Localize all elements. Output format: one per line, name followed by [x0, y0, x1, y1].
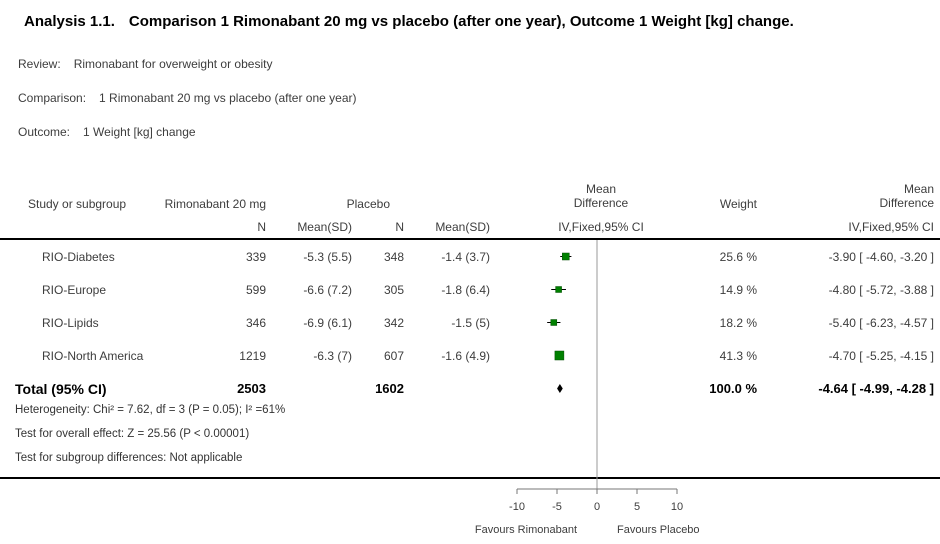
- text-md-header-line2: Difference: [879, 196, 934, 210]
- md-text-cell: -4.70 [ -5.25, -4.15 ]: [828, 348, 934, 363]
- overall-effect-note: Test for overall effect: Z = 25.56 (P < …: [15, 428, 250, 440]
- axis-tick-label: 10: [671, 501, 683, 513]
- md-text-cell: -5.40 [ -6.23, -4.57 ]: [828, 315, 934, 330]
- placebo-meansd-cell: -1.4 (3.7): [441, 249, 490, 264]
- treatment-meansd-header: Mean(SD): [297, 220, 352, 234]
- bottom-rule: [0, 477, 940, 479]
- placebo-n-header: N: [395, 220, 404, 234]
- axis-tick-label: 5: [634, 501, 640, 513]
- weight-column-header: Weight: [719, 197, 757, 211]
- total-placebo-n: 1602: [375, 381, 404, 396]
- outcome-label: Outcome:: [18, 125, 71, 139]
- table-row: RIO-Diabetes 339 -5.3 (5.5) 348 -1.4 (3.7) 25…: [0, 240, 940, 273]
- total-row: Total (95% CI) 2503 1602 100.0 % -4.64 […: [0, 372, 940, 405]
- placebo-meansd-cell: -1.5 (5): [451, 315, 490, 330]
- total-treatment-n: 2503: [237, 381, 266, 396]
- outcome-line: Outcome: 1 Weight [kg] change: [18, 125, 196, 139]
- plot-md-header-line2: Difference: [573, 196, 629, 210]
- axis-tick-label: -10: [509, 501, 525, 513]
- plot-ci-method-header: IV,Fixed,95% CI: [558, 220, 644, 234]
- plot-md-header-line1: Mean: [585, 182, 617, 196]
- total-md-text: -4.64 [ -4.99, -4.28 ]: [818, 381, 934, 396]
- comparison-value: 1 Rimonabant 20 mg vs placebo (after one…: [99, 91, 357, 105]
- text-ci-method-header: IV,Fixed,95% CI: [848, 220, 934, 234]
- treatment-meansd-cell: -6.3 (7): [313, 348, 352, 363]
- placebo-n-cell: 342: [383, 315, 404, 330]
- total-label: Total (95% CI): [15, 380, 107, 397]
- table-row: RIO-Europe 599 -6.6 (7.2) 305 -1.8 (6.4) 14.9…: [0, 273, 940, 306]
- md-text-cell: -4.80 [ -5.72, -3.88 ]: [828, 282, 934, 297]
- study-column-header: Study or subgroup: [28, 197, 127, 211]
- axis-tick-label: 0: [594, 501, 600, 513]
- heterogeneity-note: Heterogeneity: Chi² = 7.62, df = 3 (P = …: [15, 404, 286, 416]
- treatment-n-header: N: [257, 220, 266, 234]
- review-label: Review:: [18, 57, 61, 71]
- md-text-cell: -3.90 [ -4.60, -3.20 ]: [828, 249, 934, 264]
- study-name-cell: RIO-North America: [42, 348, 144, 363]
- study-name-cell: RIO-Lipids: [42, 315, 99, 330]
- treatment-meansd-cell: -5.3 (5.5): [303, 249, 352, 264]
- table-row: RIO-North America 1219 -6.3 (7) 607 -1.6 (4.…: [0, 339, 940, 372]
- placebo-n-cell: 348: [383, 249, 404, 264]
- total-weight: 100.0 %: [709, 381, 757, 396]
- outcome-value: 1 Weight [kg] change: [83, 125, 196, 139]
- treatment-meansd-cell: -6.9 (6.1): [303, 315, 352, 330]
- table-row: RIO-Lipids 346 -6.9 (6.1) 342 -1.5 (5) 18.2 %…: [0, 306, 940, 339]
- favours-left-label: Favours Rimonabant: [475, 524, 577, 536]
- weight-cell: 14.9 %: [719, 282, 757, 297]
- study-name-cell: RIO-Diabetes: [42, 249, 115, 264]
- placebo-meansd-header: Mean(SD): [435, 220, 490, 234]
- treatment-n-cell: 599: [245, 282, 266, 297]
- placebo-meansd-cell: -1.6 (4.9): [441, 348, 490, 363]
- favours-right-label: Favours Placebo: [617, 524, 700, 536]
- weight-cell: 41.3 %: [719, 348, 757, 363]
- comparison-line: Comparison: 1 Rimonabant 20 mg vs placeb…: [18, 91, 357, 105]
- text-md-header-line1: Mean: [903, 182, 934, 196]
- comparison-label: Comparison:: [18, 91, 87, 105]
- study-name-cell: RIO-Europe: [42, 282, 107, 297]
- weight-cell: 25.6 %: [719, 249, 757, 264]
- placebo-n-cell: 305: [383, 282, 404, 297]
- analysis-title-text: Comparison 1 Rimonabant 20 mg vs placebo…: [128, 13, 794, 30]
- subgroup-differences-note: Test for subgroup differences: Not appli…: [15, 452, 243, 464]
- placebo-group-header: Placebo: [346, 197, 390, 211]
- review-line: Review: Rimonabant for overweight or obe…: [18, 57, 272, 71]
- header-rule: [0, 238, 940, 240]
- treatment-n-cell: 346: [245, 315, 266, 330]
- treatment-n-cell: 339: [245, 249, 266, 264]
- axis-tick-label: -5: [552, 501, 562, 513]
- weight-cell: 18.2 %: [719, 315, 757, 330]
- table-rows: RIO-Diabetes 339 -5.3 (5.5) 348 -1.4 (3.7) 25…: [0, 240, 940, 372]
- analysis-number-label: Analysis 1.1.: [24, 13, 115, 30]
- placebo-meansd-cell: -1.8 (6.4): [441, 282, 490, 297]
- treatment-group-header: Rimonabant 20 mg: [164, 197, 266, 211]
- treatment-meansd-cell: -6.6 (7.2): [303, 282, 352, 297]
- treatment-n-cell: 1219: [239, 348, 266, 363]
- page-title: Analysis 1.1. Comparison 1 Rimonabant 20 …: [24, 13, 794, 30]
- review-value: Rimonabant for overweight or obesity: [73, 57, 273, 71]
- placebo-n-cell: 607: [383, 348, 404, 363]
